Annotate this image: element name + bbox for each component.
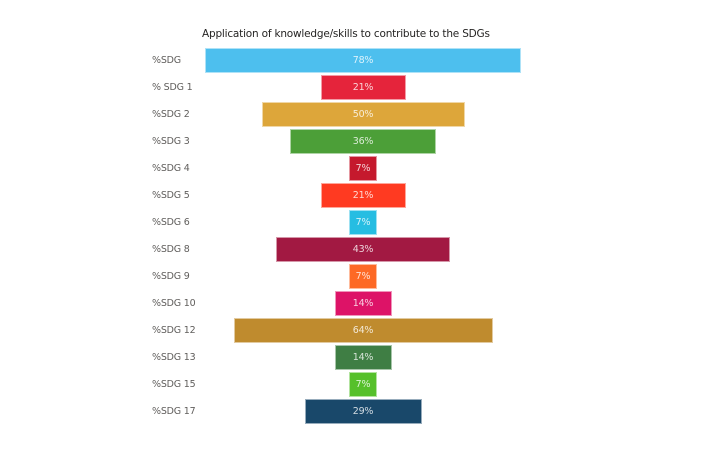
funnel-bar[interactable]: 43% <box>276 237 450 262</box>
data-label: 29% <box>352 406 374 417</box>
funnel-row: %SDG 3 36% <box>0 129 720 154</box>
data-label: 50% <box>352 109 374 120</box>
funnel-bar[interactable]: 64% <box>233 318 493 343</box>
funnel-bar[interactable]: 7% <box>349 210 377 235</box>
data-label: 7% <box>355 271 371 282</box>
funnel-row: %SDG 6 7% <box>0 210 720 235</box>
funnel-bar[interactable]: 7% <box>349 264 377 289</box>
category-label: %SDG 5 <box>152 190 190 201</box>
category-label: %SDG 4 <box>152 163 190 174</box>
funnel-bar[interactable]: 14% <box>334 345 392 370</box>
funnel-bar[interactable]: 29% <box>304 399 422 424</box>
funnel-row: %SDG 8 43% <box>0 237 720 262</box>
data-label: 14% <box>352 298 374 309</box>
data-label: 7% <box>355 163 371 174</box>
category-label: %SDG <box>152 55 181 66</box>
data-label: 14% <box>352 352 374 363</box>
category-label: %SDG 17 <box>152 406 196 417</box>
category-label: %SDG 6 <box>152 217 190 228</box>
category-label: %SDG 8 <box>152 244 190 255</box>
funnel-row: %SDG 2 50% <box>0 102 720 127</box>
data-label: 21% <box>352 82 374 93</box>
category-label: %SDG 2 <box>152 109 190 120</box>
data-label: 7% <box>355 379 371 390</box>
funnel-bar[interactable]: 7% <box>349 372 377 397</box>
data-label: 21% <box>352 190 374 201</box>
funnel-row: % SDG 1 21% <box>0 75 720 100</box>
funnel-bar[interactable]: 7% <box>349 156 377 181</box>
funnel-bar[interactable]: 78% <box>205 48 521 73</box>
category-label: %SDG 15 <box>152 379 196 390</box>
category-label: %SDG 10 <box>152 298 196 309</box>
funnel-row: %SDG 10 14% <box>0 291 720 316</box>
data-label: 36% <box>352 136 374 147</box>
funnel-row: %SDG 78% <box>0 48 720 73</box>
data-label: 64% <box>352 325 374 336</box>
data-label: 7% <box>355 217 371 228</box>
funnel-bar[interactable]: 50% <box>261 102 465 127</box>
category-label: %SDG 12 <box>152 325 196 336</box>
funnel-row: %SDG 9 7% <box>0 264 720 289</box>
funnel-bar[interactable]: 21% <box>320 75 406 100</box>
category-label: %SDG 3 <box>152 136 190 147</box>
category-label: % SDG 1 <box>152 82 193 93</box>
funnel-bar[interactable]: 36% <box>290 129 436 154</box>
data-label: 43% <box>352 244 374 255</box>
category-label: %SDG 9 <box>152 271 190 282</box>
funnel-bar[interactable]: 21% <box>320 183 406 208</box>
funnel-row: %SDG 13 14% <box>0 345 720 370</box>
chart-title: Application of knowledge/skills to contr… <box>202 28 490 40</box>
funnel-row: %SDG 17 29% <box>0 399 720 424</box>
funnel-row: %SDG 15 7% <box>0 372 720 397</box>
funnel-row: %SDG 12 64% <box>0 318 720 343</box>
funnel-row: %SDG 5 21% <box>0 183 720 208</box>
funnel-bar[interactable]: 14% <box>334 291 392 316</box>
category-label: %SDG 13 <box>152 352 196 363</box>
data-label: 78% <box>352 55 374 66</box>
funnel-row: %SDG 4 7% <box>0 156 720 181</box>
